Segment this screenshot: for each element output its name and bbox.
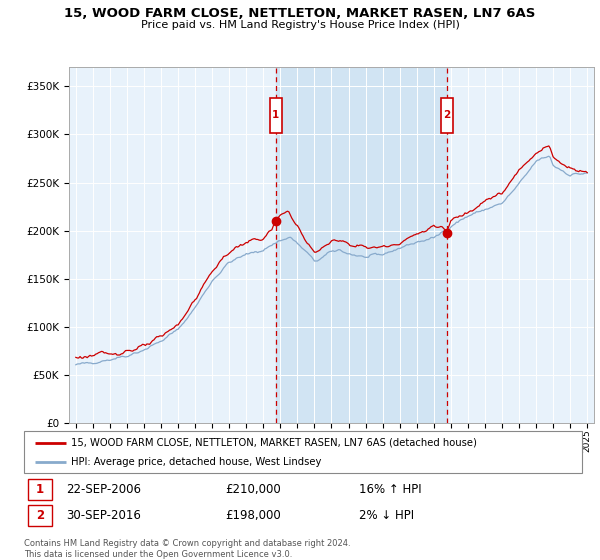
Text: 16% ↑ HPI: 16% ↑ HPI (359, 483, 421, 496)
Text: £198,000: £198,000 (225, 509, 281, 522)
Text: 1: 1 (36, 483, 44, 496)
Text: 2: 2 (36, 509, 44, 522)
Text: 22-SEP-2006: 22-SEP-2006 (66, 483, 141, 496)
Text: Price paid vs. HM Land Registry's House Price Index (HPI): Price paid vs. HM Land Registry's House … (140, 20, 460, 30)
Text: 2: 2 (443, 110, 450, 120)
Text: 2% ↓ HPI: 2% ↓ HPI (359, 509, 414, 522)
Text: £210,000: £210,000 (225, 483, 281, 496)
FancyBboxPatch shape (270, 98, 282, 133)
Text: 30-SEP-2016: 30-SEP-2016 (66, 509, 141, 522)
Text: 15, WOOD FARM CLOSE, NETTLETON, MARKET RASEN, LN7 6AS (detached house): 15, WOOD FARM CLOSE, NETTLETON, MARKET R… (71, 437, 478, 447)
FancyBboxPatch shape (24, 431, 582, 473)
Text: 1: 1 (272, 110, 280, 120)
FancyBboxPatch shape (28, 479, 52, 500)
Text: 15, WOOD FARM CLOSE, NETTLETON, MARKET RASEN, LN7 6AS: 15, WOOD FARM CLOSE, NETTLETON, MARKET R… (64, 7, 536, 20)
FancyBboxPatch shape (440, 98, 452, 133)
Text: Contains HM Land Registry data © Crown copyright and database right 2024.
This d: Contains HM Land Registry data © Crown c… (24, 539, 350, 559)
Text: HPI: Average price, detached house, West Lindsey: HPI: Average price, detached house, West… (71, 457, 322, 467)
Bar (276, 67, 446, 423)
FancyBboxPatch shape (28, 505, 52, 526)
